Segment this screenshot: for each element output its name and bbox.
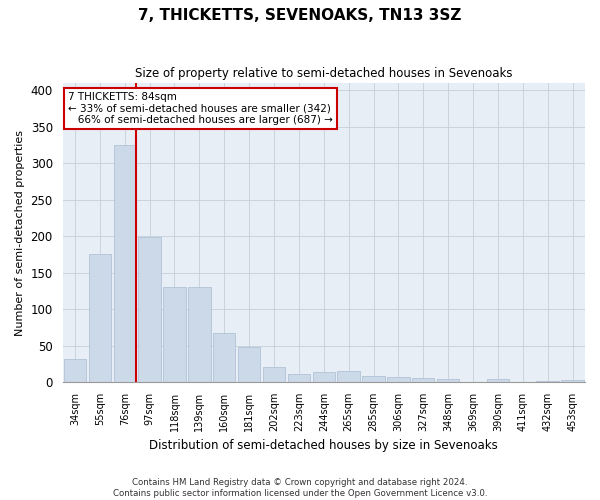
Bar [562, 380, 584, 382]
X-axis label: Distribution of semi-detached houses by size in Sevenoaks: Distribution of semi-detached houses by … [149, 440, 498, 452]
Title: Size of property relative to semi-detached houses in Sevenoaks: Size of property relative to semi-detach… [135, 68, 512, 80]
Bar [313, 372, 335, 382]
Bar [287, 374, 310, 382]
Bar [113, 145, 136, 382]
Bar [89, 254, 111, 382]
Bar [139, 237, 161, 382]
Bar [362, 376, 385, 382]
Bar [337, 371, 360, 382]
Bar [387, 377, 410, 382]
Bar [238, 347, 260, 382]
Bar [188, 288, 211, 382]
Bar [64, 358, 86, 382]
Bar [163, 288, 185, 382]
Text: Contains HM Land Registry data © Crown copyright and database right 2024.
Contai: Contains HM Land Registry data © Crown c… [113, 478, 487, 498]
Bar [437, 379, 460, 382]
Bar [412, 378, 434, 382]
Text: 7 THICKETTS: 84sqm
← 33% of semi-detached houses are smaller (342)
   66% of sem: 7 THICKETTS: 84sqm ← 33% of semi-detache… [68, 92, 332, 125]
Y-axis label: Number of semi-detached properties: Number of semi-detached properties [15, 130, 25, 336]
Bar [487, 379, 509, 382]
Bar [263, 368, 285, 382]
Text: 7, THICKETTS, SEVENOAKS, TN13 3SZ: 7, THICKETTS, SEVENOAKS, TN13 3SZ [139, 8, 461, 22]
Bar [213, 333, 235, 382]
